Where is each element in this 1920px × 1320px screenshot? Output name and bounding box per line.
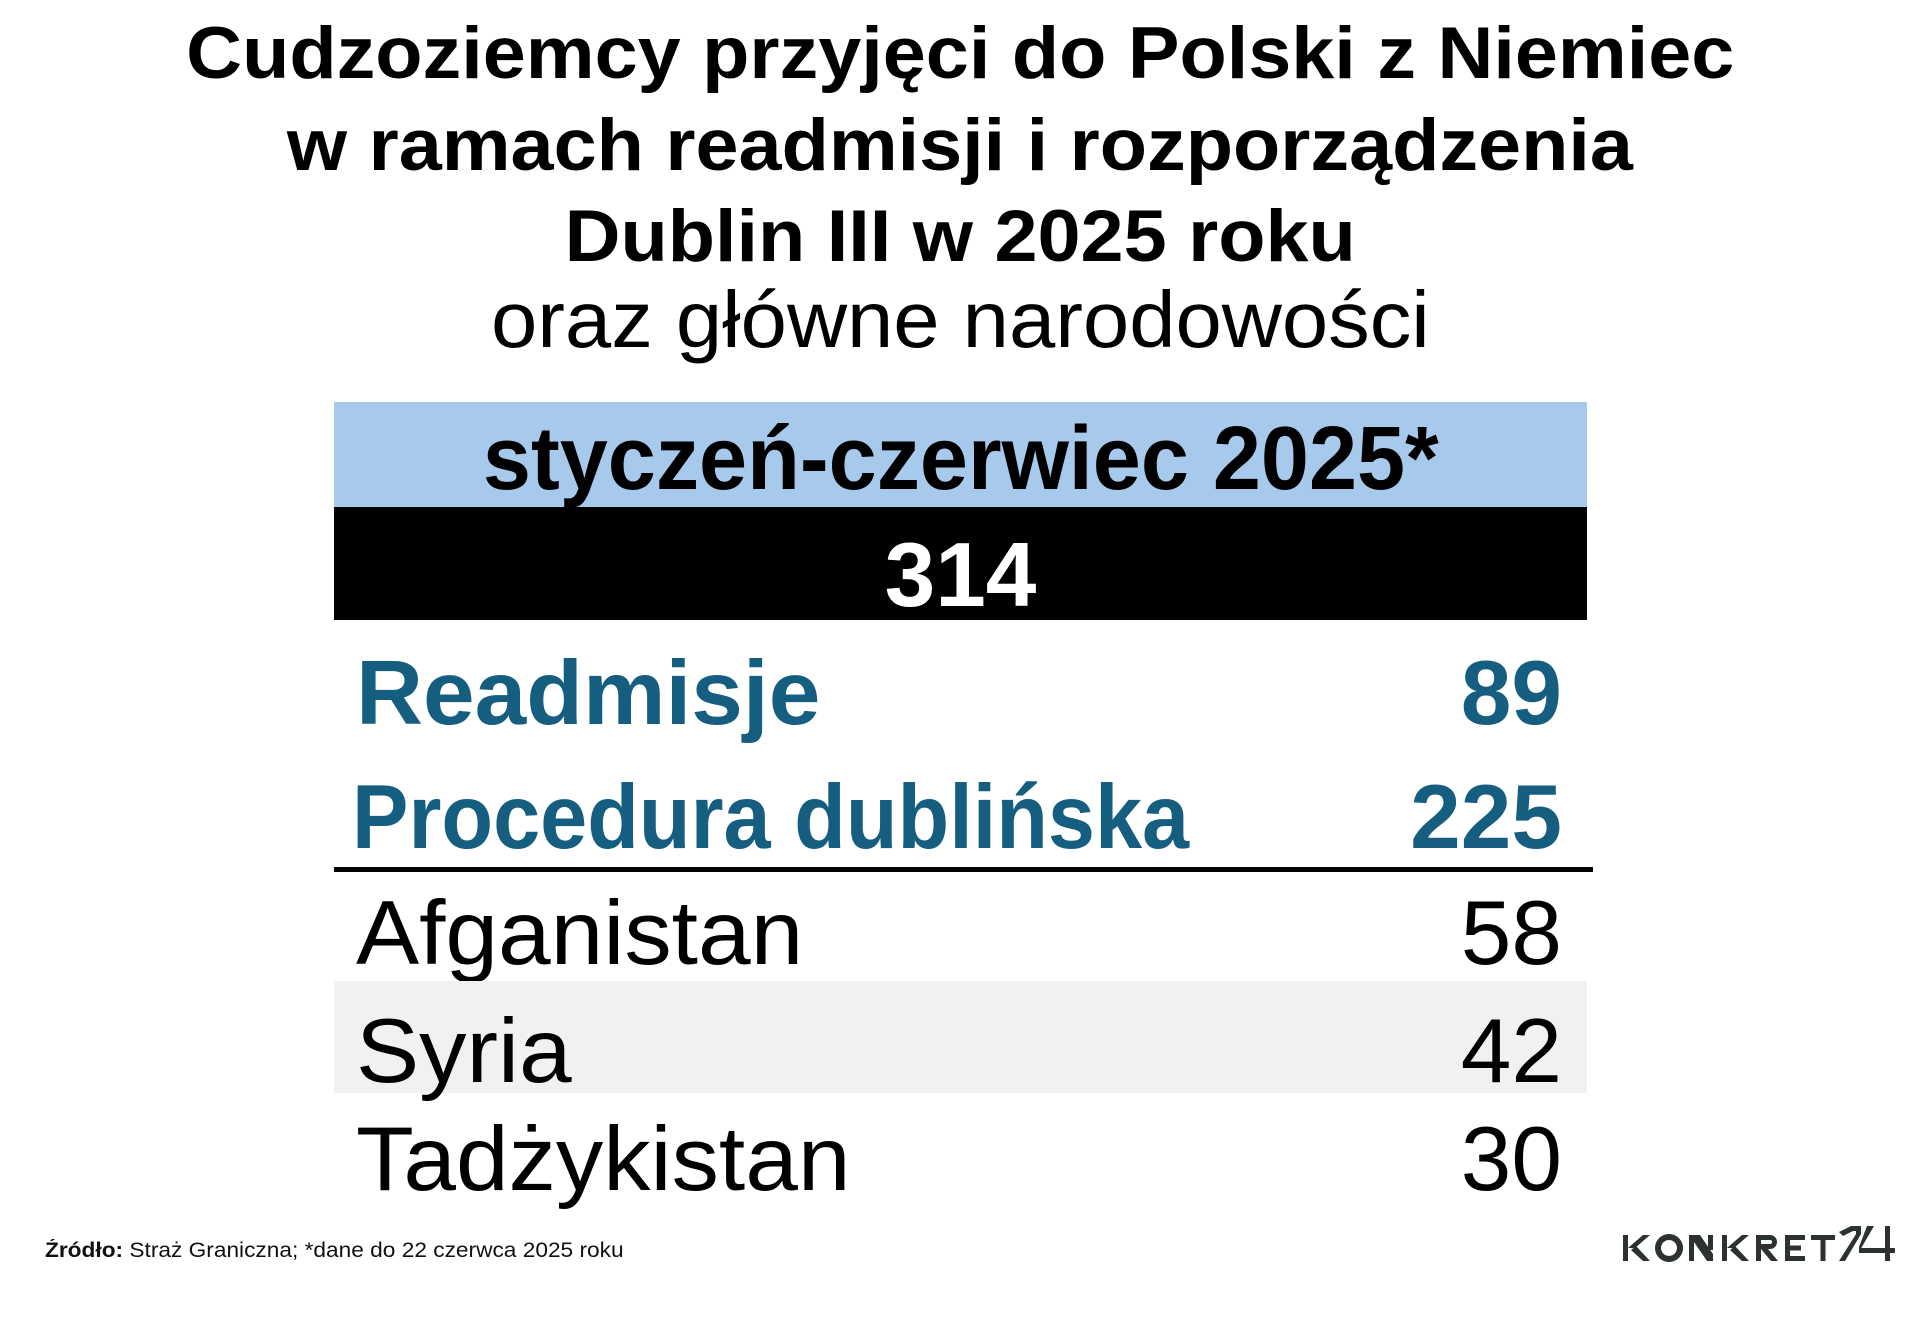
title-line-2-text: w ramach readmisji i rozporządzenia (286, 105, 1634, 186)
category-label-text: Readmisje (356, 643, 821, 744)
summary-table: styczeń-czerwiec 2025* 314 (334, 402, 1587, 626)
nationality-row: Tadżykistan 30 (334, 1093, 1587, 1205)
category-row-readmisje: Readmisje 89 (334, 640, 1587, 752)
konkret24-logo-icon (1623, 1222, 1895, 1266)
title-line-3: Dublin III w 2025 roku (0, 200, 1920, 273)
category-label-text: Procedura dublińska (352, 767, 1190, 868)
category-row-dublin: Procedura dublińska 225 (334, 762, 1587, 874)
period-label: styczeń-czerwiec 2025* (334, 414, 1587, 504)
nationality-value: 42 (1460, 1001, 1562, 1102)
total-band: 314 (334, 507, 1587, 626)
subtitle-text: oraz główne narodowości (490, 275, 1430, 364)
title-line-1: Cudzoziemcy przyjęci do Polski z Niemiec (0, 17, 1920, 90)
category-label: Procedura dublińska (352, 772, 1252, 863)
nationality-value: 58 (1460, 883, 1562, 984)
category-value: 89 (1460, 643, 1562, 744)
nationality-label: Tadżykistan (356, 1114, 850, 1205)
nationality-label-text: Tadżykistan (356, 1109, 851, 1210)
source-note-text: Źródło: Straż Graniczna; *dane do 22 cze… (45, 1240, 624, 1261)
nationality-label: Afganistan (356, 888, 803, 979)
period-header: styczeń-czerwiec 2025* (334, 402, 1587, 507)
source-text: Straż Graniczna; *dane do 22 czerwca 202… (123, 1239, 624, 1262)
nationality-value: 30 (1460, 1109, 1562, 1210)
total-value: 314 (884, 525, 1037, 626)
title-line-2: w ramach readmisji i rozporządzenia (0, 109, 1920, 182)
nationality-row: Syria 42 (334, 981, 1587, 1097)
subtitle: oraz główne narodowości (0, 280, 1920, 360)
period-label-text: styczeń-czerwiec 2025* (482, 409, 1439, 509)
source-label: Źródło: (45, 1239, 124, 1262)
nationality-label: Syria (356, 1006, 572, 1097)
title-line-3-text: Dublin III w 2025 roku (564, 196, 1356, 277)
table-divider (334, 867, 1593, 872)
source-note: Źródło: Straż Graniczna; *dane do 22 cze… (45, 1240, 624, 1261)
nationality-label-text: Afganistan (356, 883, 804, 984)
nationality-row: Afganistan 58 (334, 873, 1587, 985)
category-value: 225 (1410, 767, 1562, 868)
title-line-1-text: Cudzoziemcy przyjęci do Polski z Niemiec (185, 13, 1735, 94)
nationality-label-text: Syria (356, 1001, 572, 1102)
category-label: Readmisje (356, 648, 820, 739)
